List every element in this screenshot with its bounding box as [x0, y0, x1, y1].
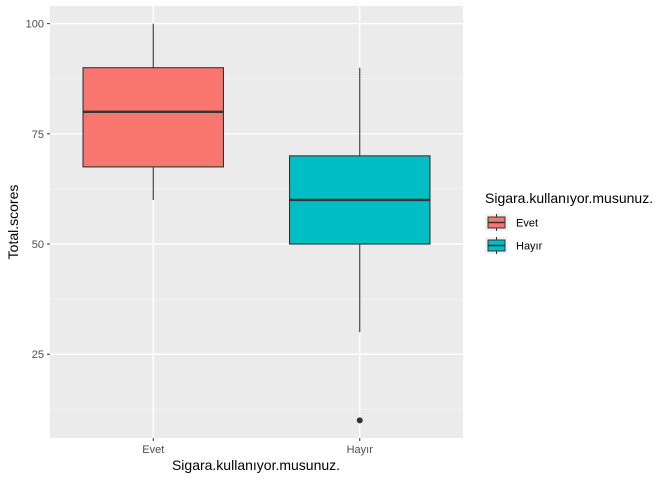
- y-tick-label: 25: [32, 349, 44, 361]
- legend-entry-hayır: Hayır: [485, 237, 543, 254]
- box-evet: [82, 23, 225, 200]
- x-tick-label: Evet: [142, 444, 164, 456]
- y-tick-label: 50: [32, 239, 44, 251]
- x-axis-title: Sigara.kullanıyor.musunuz.: [172, 457, 340, 473]
- box-hayır: [288, 67, 431, 424]
- box-iqr: [82, 67, 225, 168]
- boxes: [82, 23, 431, 424]
- y-axis-ticks: 25 50 75 100: [26, 19, 50, 361]
- y-tick-label: 75: [32, 129, 44, 141]
- y-axis-title: Total.scores: [5, 185, 21, 260]
- legend-label: Hayır: [516, 241, 543, 253]
- outlier-point: [356, 417, 363, 424]
- legend-entry-evet: Evet: [485, 214, 538, 231]
- y-tick-label: 100: [26, 19, 44, 31]
- legend-label: Evet: [516, 218, 538, 230]
- x-axis-ticks: Evet Hayır: [142, 438, 373, 456]
- x-tick-label: Hayır: [347, 444, 374, 456]
- legend-title: Sigara.kullanıyor.musunuz.: [485, 190, 653, 206]
- legend: Sigara.kullanıyor.musunuz. Evet Hayır: [485, 190, 653, 254]
